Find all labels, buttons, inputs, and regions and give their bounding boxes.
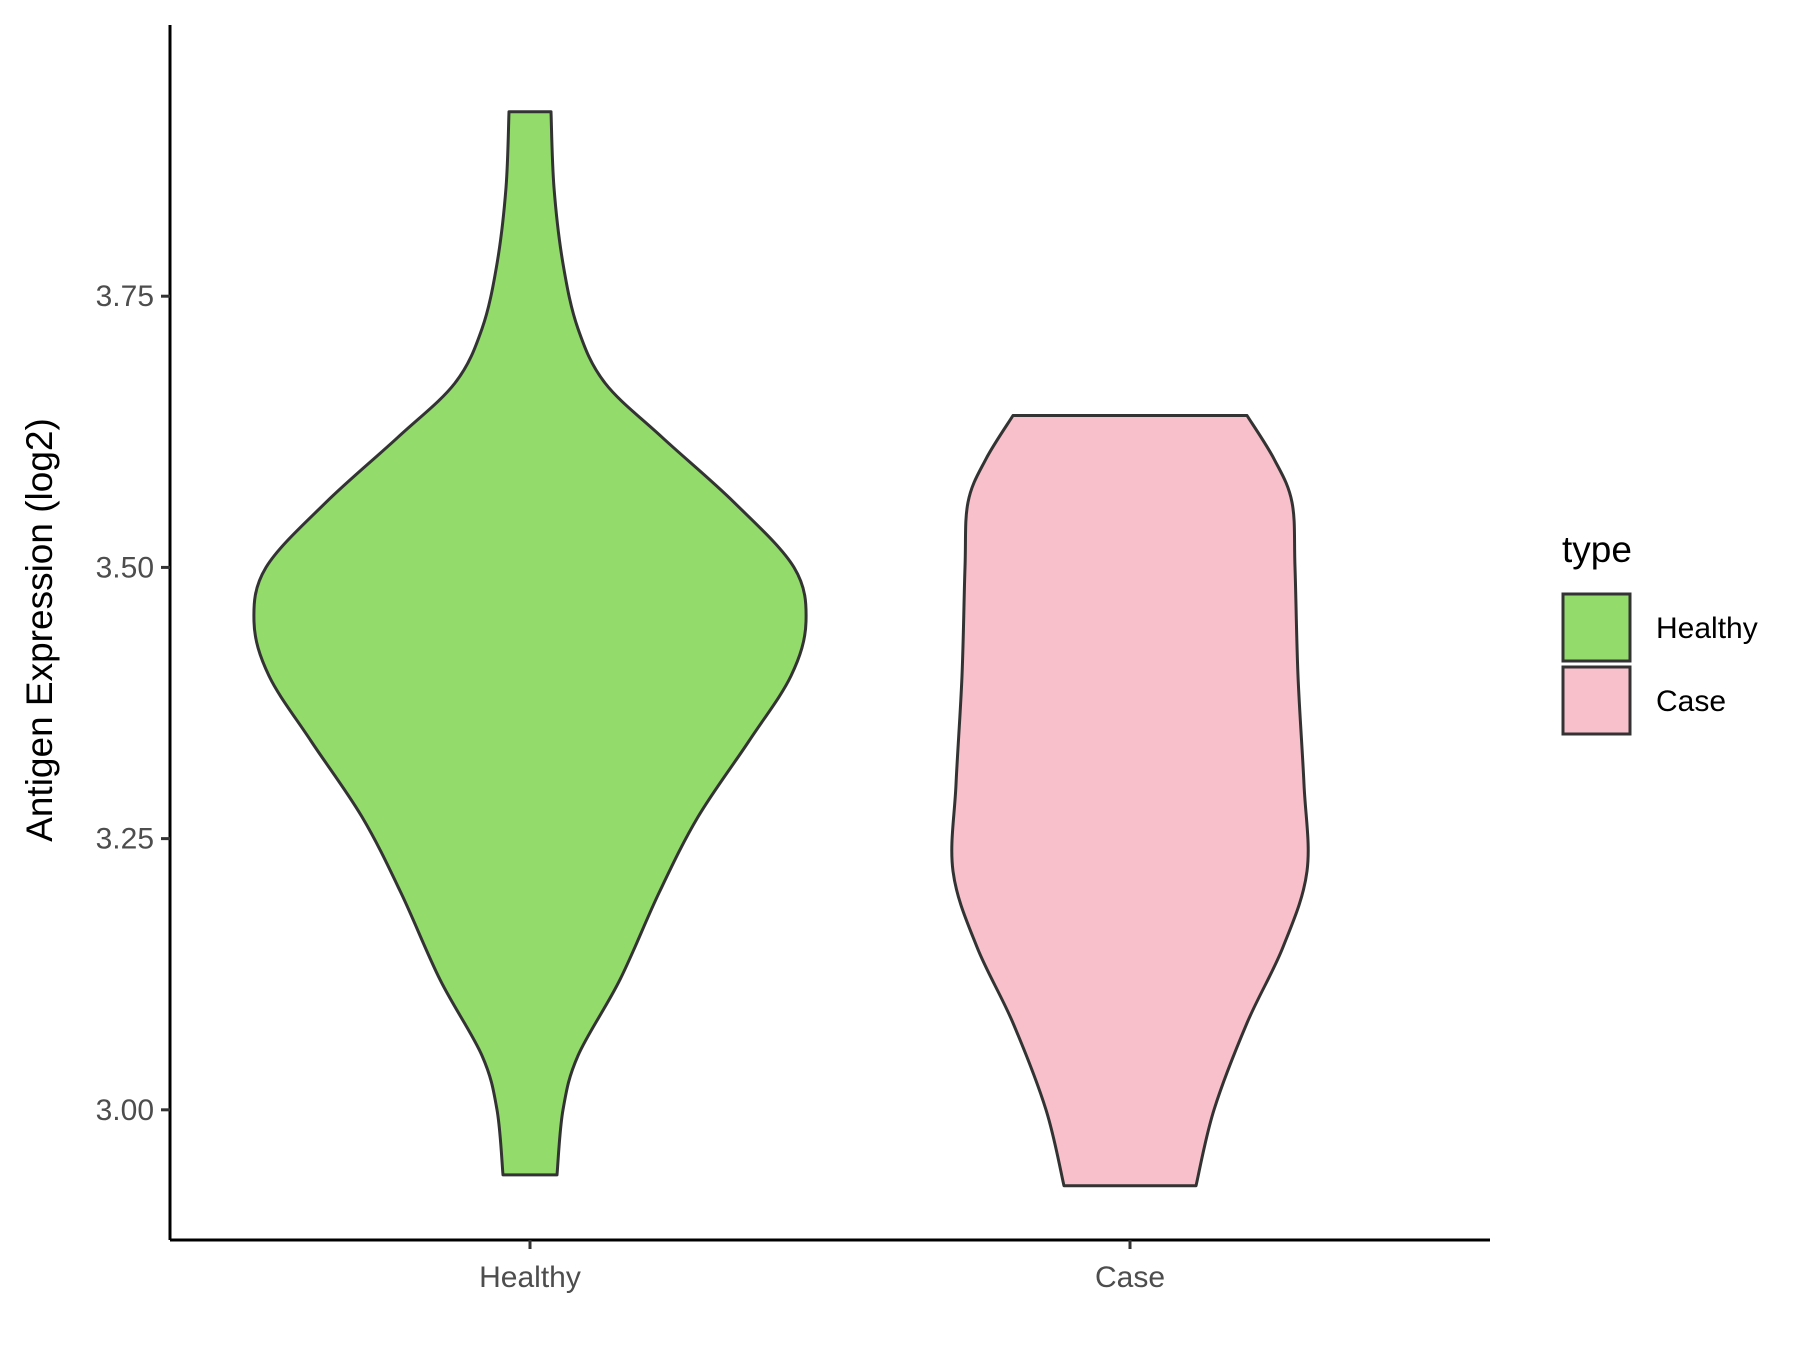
legend-title: type bbox=[1562, 529, 1632, 570]
y-tick-label: 3.00 bbox=[96, 1094, 154, 1127]
x-tick-label: Case bbox=[1095, 1261, 1165, 1294]
legend-swatch-healthy bbox=[1561, 592, 1632, 663]
y-axis-title: Antigen Expression (log2) bbox=[19, 418, 60, 842]
legend: type Healthy Case bbox=[1561, 529, 1758, 736]
y-tick-label: 3.75 bbox=[96, 280, 154, 313]
legend-label-healthy: Healthy bbox=[1656, 612, 1758, 645]
violin-healthy bbox=[252, 110, 808, 1177]
y-tick-label: 3.50 bbox=[96, 551, 154, 584]
y-tick-label: 3.25 bbox=[96, 823, 154, 856]
x-axis: Healthy Case bbox=[170, 1238, 1490, 1294]
legend-swatch-case bbox=[1561, 665, 1632, 736]
y-axis: 3.00 3.25 3.50 3.75 bbox=[96, 25, 172, 1240]
violin-case bbox=[950, 414, 1310, 1188]
legend-label-case: Case bbox=[1656, 685, 1726, 718]
x-tick-label: Healthy bbox=[479, 1261, 581, 1294]
plot-area bbox=[252, 110, 1310, 1188]
